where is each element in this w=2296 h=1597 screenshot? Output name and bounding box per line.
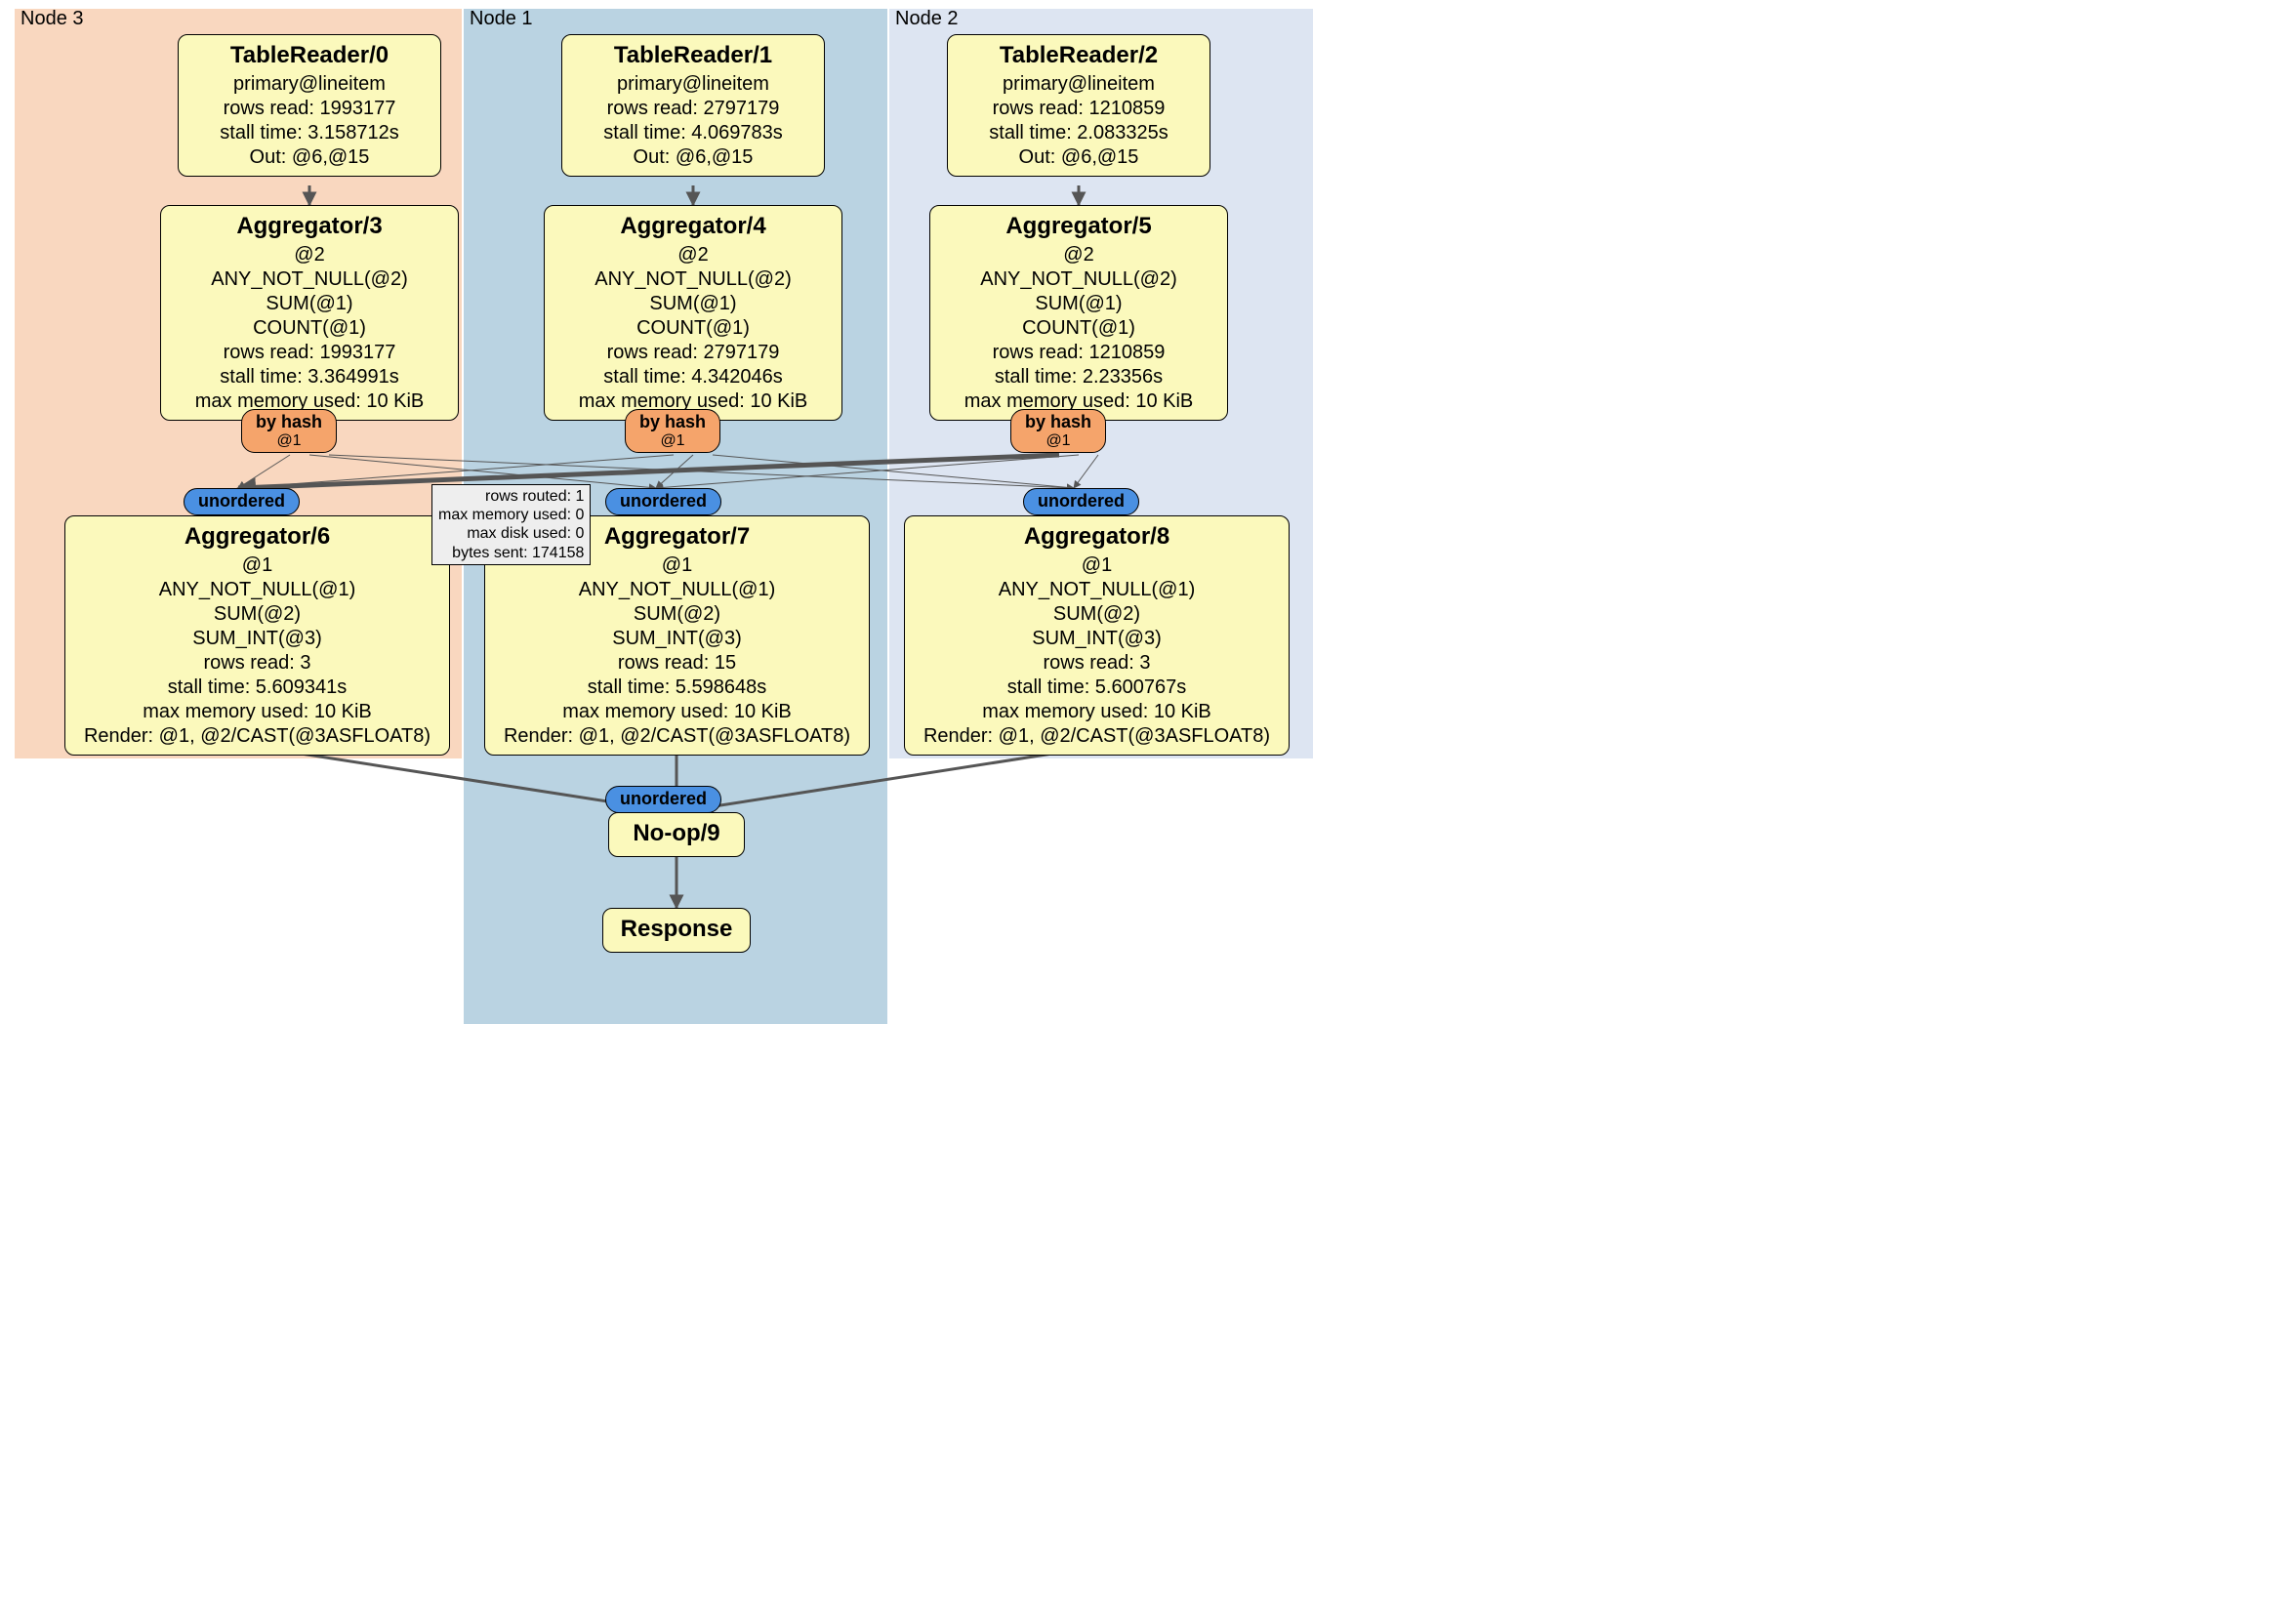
plan-node-line: @2 bbox=[171, 243, 448, 267]
unordered-pill[interactable]: unordered bbox=[605, 786, 721, 813]
pill-sub: @1 bbox=[639, 432, 706, 450]
region-label: Node 2 bbox=[895, 8, 959, 30]
plan-node-line: Render: @1, @2/CAST(@3ASFLOAT8) bbox=[915, 724, 1279, 749]
pill-label: by hash bbox=[256, 413, 322, 432]
plan-node-line: primary@lineitem bbox=[188, 72, 430, 97]
tooltip-line: max memory used: 0 bbox=[438, 506, 584, 524]
unordered-pill[interactable]: unordered bbox=[184, 488, 300, 515]
plan-node-line: SUM(@1) bbox=[940, 292, 1217, 316]
plan-node-line: rows read: 2797179 bbox=[572, 97, 814, 121]
plan-node-line: ANY_NOT_NULL(@1) bbox=[495, 578, 859, 602]
plan-node-line: @1 bbox=[75, 553, 439, 578]
plan-node-title: TableReader/0 bbox=[188, 41, 430, 70]
plan-node-line: stall time: 4.069783s bbox=[572, 121, 814, 145]
plan-node-line: rows read: 1993177 bbox=[188, 97, 430, 121]
plan-node-line: primary@lineitem bbox=[572, 72, 814, 97]
region-label: Node 3 bbox=[20, 8, 84, 30]
tooltip-line: rows routed: 1 bbox=[438, 487, 584, 506]
plan-node-line: @2 bbox=[940, 243, 1217, 267]
pill-label: unordered bbox=[620, 790, 707, 809]
plan-node-ag5[interactable]: Aggregator/5@2ANY_NOT_NULL(@2)SUM(@1)COU… bbox=[929, 205, 1228, 421]
plan-node-line: SUM_INT(@3) bbox=[495, 627, 859, 651]
pill-sub: @1 bbox=[1025, 432, 1091, 450]
plan-node-line: SUM_INT(@3) bbox=[915, 627, 1279, 651]
plan-node-line: Render: @1, @2/CAST(@3ASFLOAT8) bbox=[495, 724, 859, 749]
plan-node-line: SUM(@2) bbox=[75, 602, 439, 627]
plan-node-line: Out: @6,@15 bbox=[572, 145, 814, 170]
plan-node-line: SUM_INT(@3) bbox=[75, 627, 439, 651]
plan-node-line: primary@lineitem bbox=[958, 72, 1200, 97]
plan-node-title: TableReader/2 bbox=[958, 41, 1200, 70]
plan-node-line: max memory used: 10 KiB bbox=[915, 700, 1279, 724]
unordered-pill[interactable]: unordered bbox=[1023, 488, 1139, 515]
plan-node-ag8[interactable]: Aggregator/8@1ANY_NOT_NULL(@1)SUM(@2)SUM… bbox=[904, 515, 1290, 756]
unordered-pill[interactable]: unordered bbox=[605, 488, 721, 515]
plan-node-tr1[interactable]: TableReader/1primary@lineitemrows read: … bbox=[561, 34, 825, 177]
plan-node-line: rows read: 1210859 bbox=[940, 341, 1217, 365]
plan-node-line: COUNT(@1) bbox=[940, 316, 1217, 341]
plan-node-ag3[interactable]: Aggregator/3@2ANY_NOT_NULL(@2)SUM(@1)COU… bbox=[160, 205, 459, 421]
plan-node-line: ANY_NOT_NULL(@1) bbox=[915, 578, 1279, 602]
by-hash-pill[interactable]: by hash@1 bbox=[241, 409, 337, 453]
plan-node-line: rows read: 1993177 bbox=[171, 341, 448, 365]
plan-node-tr2[interactable]: TableReader/2primary@lineitemrows read: … bbox=[947, 34, 1210, 177]
plan-node-line: rows read: 3 bbox=[75, 651, 439, 676]
plan-node-line: rows read: 15 bbox=[495, 651, 859, 676]
plan-node-line: stall time: 2.23356s bbox=[940, 365, 1217, 389]
pill-label: unordered bbox=[620, 492, 707, 512]
plan-node-title: Aggregator/6 bbox=[75, 522, 439, 552]
plan-node-line: ANY_NOT_NULL(@1) bbox=[75, 578, 439, 602]
by-hash-pill[interactable]: by hash@1 bbox=[625, 409, 720, 453]
plan-node-line: rows read: 3 bbox=[915, 651, 1279, 676]
plan-node-title: Aggregator/4 bbox=[554, 212, 832, 241]
plan-node-title: Aggregator/5 bbox=[940, 212, 1217, 241]
tooltip-line: bytes sent: 174158 bbox=[438, 544, 584, 562]
pill-label: unordered bbox=[1038, 492, 1125, 512]
plan-node-line: stall time: 2.083325s bbox=[958, 121, 1200, 145]
plan-node-line: stall time: 5.598648s bbox=[495, 676, 859, 700]
plan-node-line: stall time: 4.342046s bbox=[554, 365, 832, 389]
plan-node-line: max memory used: 10 KiB bbox=[495, 700, 859, 724]
plan-node-line: rows read: 1210859 bbox=[958, 97, 1200, 121]
edge-tooltip: rows routed: 1max memory used: 0max disk… bbox=[431, 484, 591, 565]
plan-node-resp[interactable]: Response bbox=[602, 908, 751, 953]
plan-node-line: stall time: 3.364991s bbox=[171, 365, 448, 389]
plan-node-ag6[interactable]: Aggregator/6@1ANY_NOT_NULL(@1)SUM(@2)SUM… bbox=[64, 515, 450, 756]
plan-node-title: No-op/9 bbox=[619, 819, 734, 848]
plan-node-title: Response bbox=[613, 915, 740, 944]
plan-node-line: rows read: 2797179 bbox=[554, 341, 832, 365]
plan-node-line: COUNT(@1) bbox=[171, 316, 448, 341]
pill-sub: @1 bbox=[256, 432, 322, 450]
plan-node-line: SUM(@2) bbox=[495, 602, 859, 627]
plan-node-line: ANY_NOT_NULL(@2) bbox=[940, 267, 1217, 292]
plan-node-line: COUNT(@1) bbox=[554, 316, 832, 341]
region-label: Node 1 bbox=[470, 8, 533, 30]
plan-node-line: SUM(@1) bbox=[554, 292, 832, 316]
plan-node-line: SUM(@2) bbox=[915, 602, 1279, 627]
tooltip-line: max disk used: 0 bbox=[438, 524, 584, 543]
pill-label: by hash bbox=[1025, 413, 1091, 432]
plan-node-noop[interactable]: No-op/9 bbox=[608, 812, 745, 857]
plan-node-line: stall time: 3.158712s bbox=[188, 121, 430, 145]
plan-node-title: Aggregator/8 bbox=[915, 522, 1279, 552]
plan-node-line: max memory used: 10 KiB bbox=[75, 700, 439, 724]
plan-node-line: ANY_NOT_NULL(@2) bbox=[171, 267, 448, 292]
pill-label: unordered bbox=[198, 492, 285, 512]
query-plan-diagram: Node 3Node 1Node 2TableReader/0primary@l… bbox=[0, 0, 1503, 1054]
plan-node-line: ANY_NOT_NULL(@2) bbox=[554, 267, 832, 292]
plan-node-line: Out: @6,@15 bbox=[958, 145, 1200, 170]
plan-node-title: TableReader/1 bbox=[572, 41, 814, 70]
plan-node-line: SUM(@1) bbox=[171, 292, 448, 316]
plan-node-tr0[interactable]: TableReader/0primary@lineitemrows read: … bbox=[178, 34, 441, 177]
plan-node-line: @2 bbox=[554, 243, 832, 267]
plan-node-title: Aggregator/3 bbox=[171, 212, 448, 241]
plan-node-line: stall time: 5.600767s bbox=[915, 676, 1279, 700]
plan-node-line: @1 bbox=[915, 553, 1279, 578]
plan-node-line: Render: @1, @2/CAST(@3ASFLOAT8) bbox=[75, 724, 439, 749]
plan-node-ag4[interactable]: Aggregator/4@2ANY_NOT_NULL(@2)SUM(@1)COU… bbox=[544, 205, 842, 421]
by-hash-pill[interactable]: by hash@1 bbox=[1010, 409, 1106, 453]
plan-node-line: stall time: 5.609341s bbox=[75, 676, 439, 700]
plan-node-line: Out: @6,@15 bbox=[188, 145, 430, 170]
pill-label: by hash bbox=[639, 413, 706, 432]
